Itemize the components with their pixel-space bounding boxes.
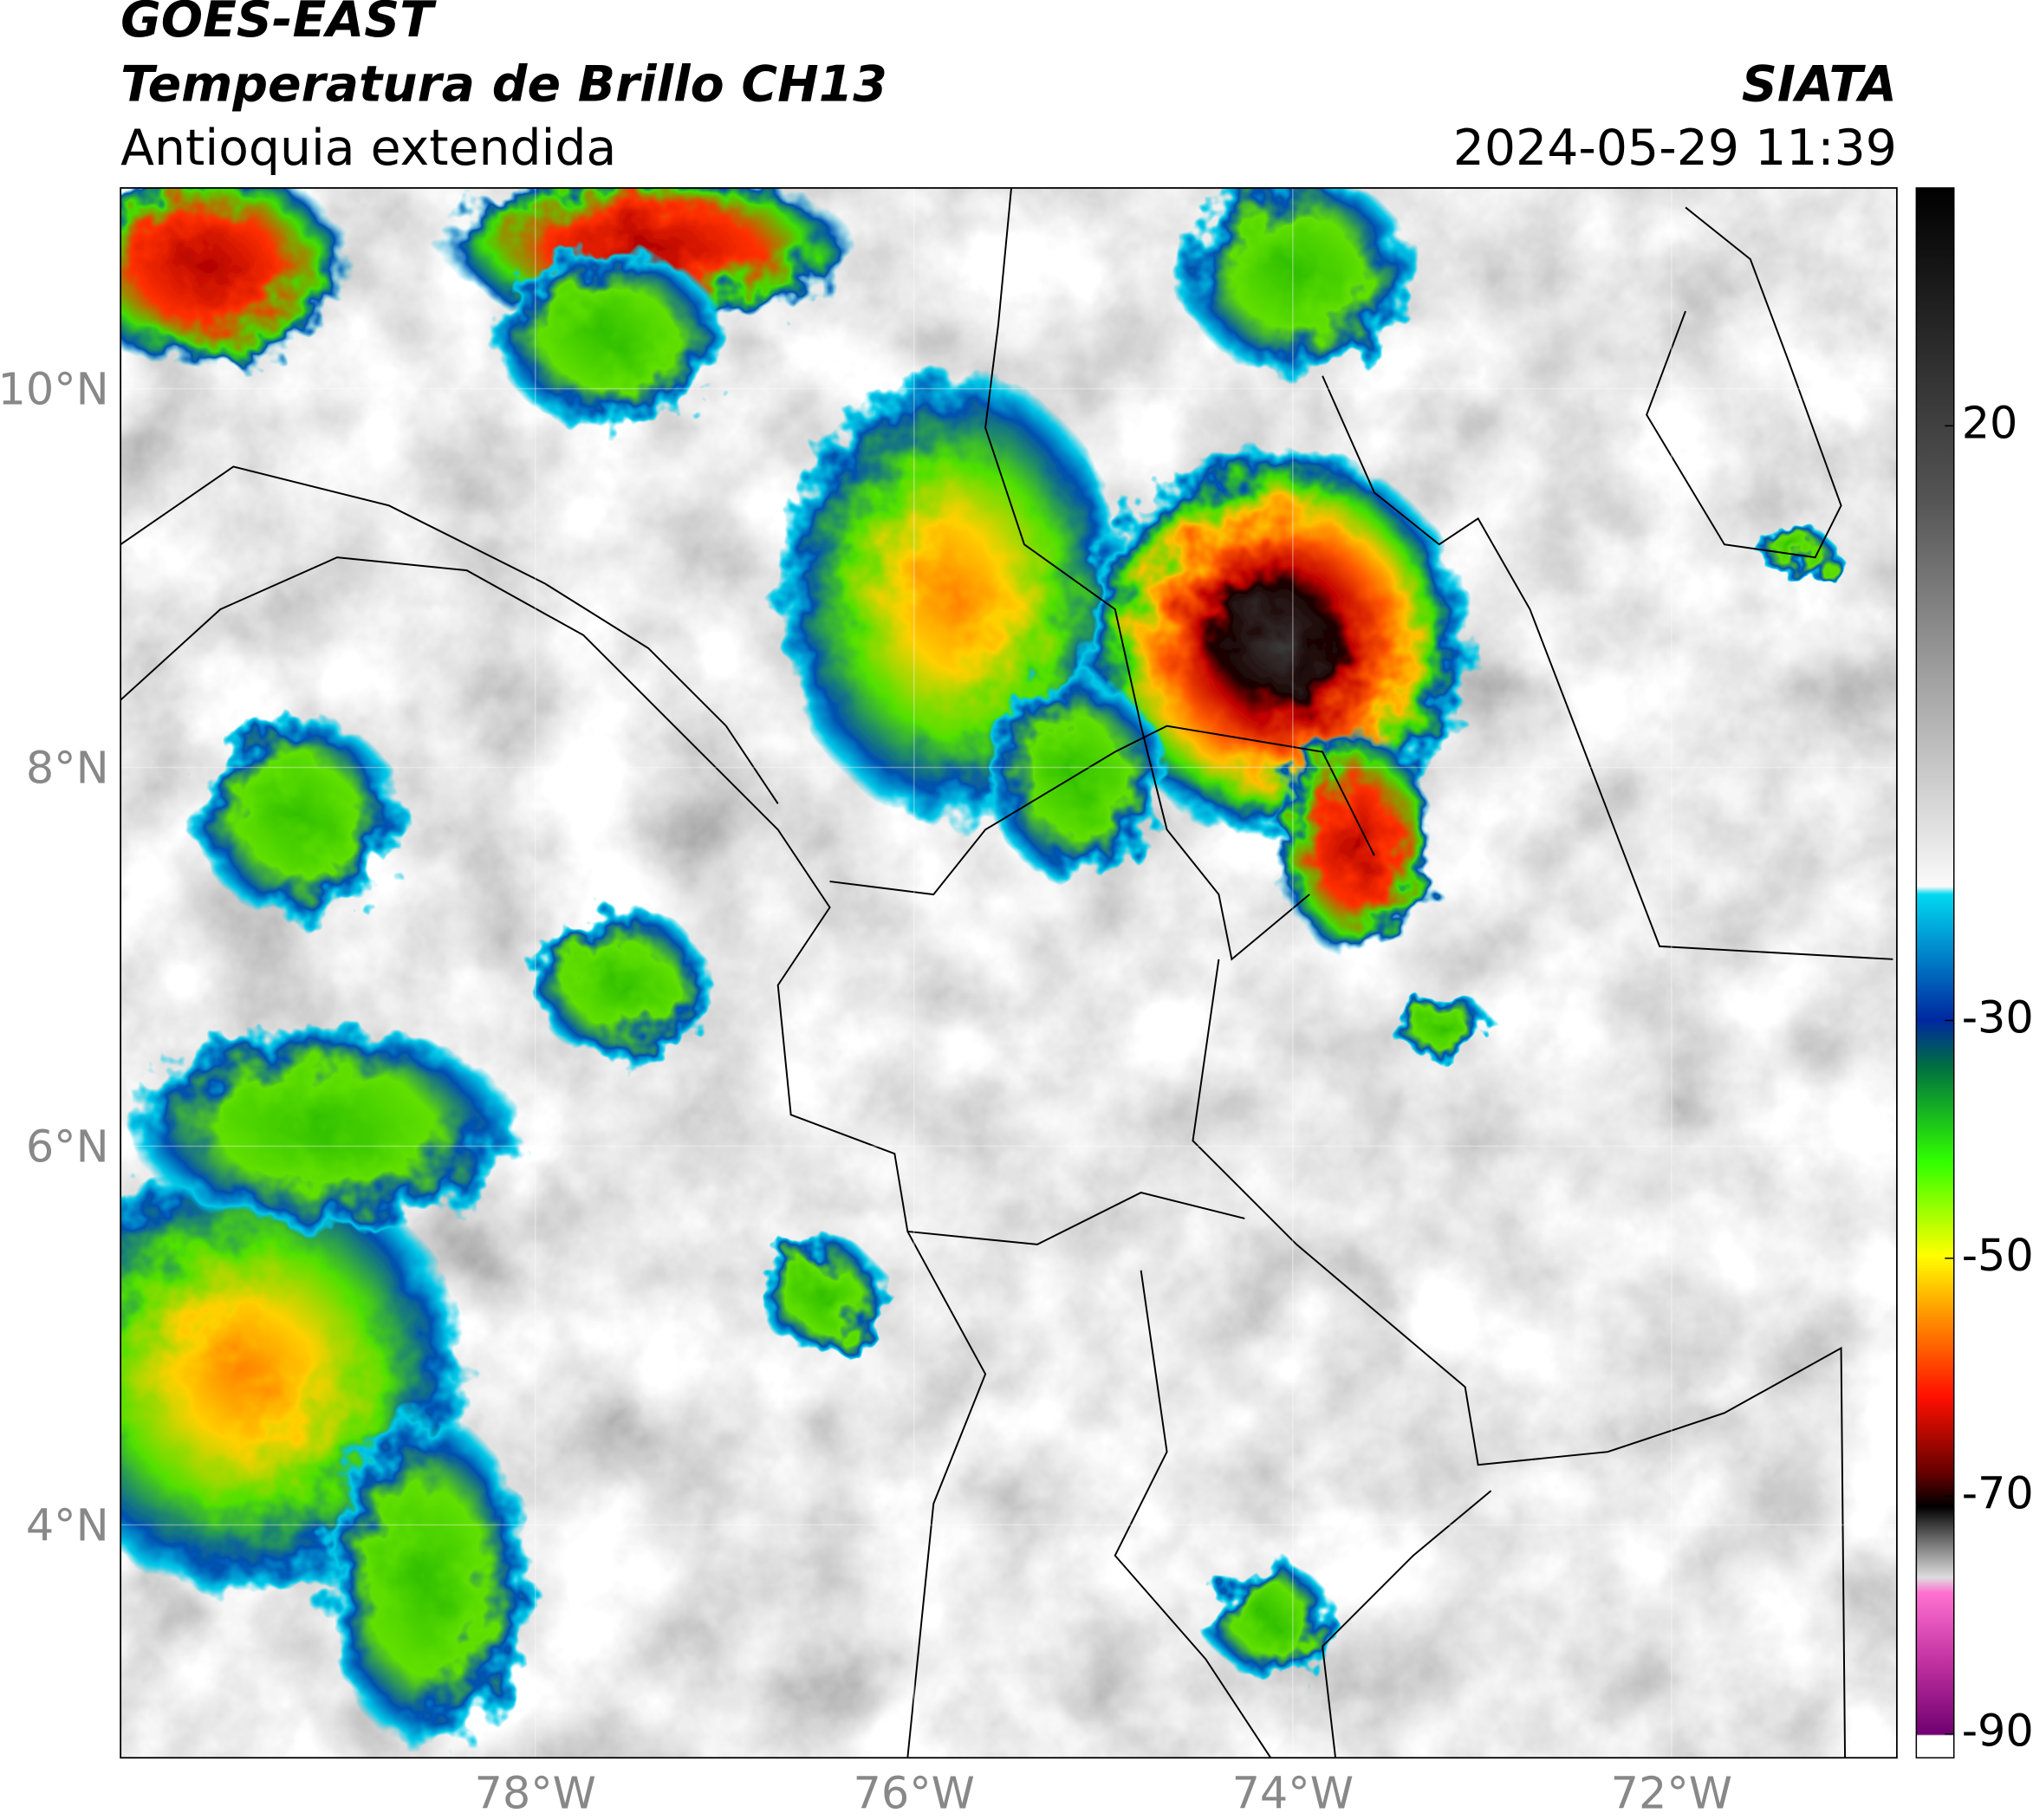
lon-tick-label: 74°W [1232,1768,1354,1819]
lat-tick-label: 8°N [26,742,109,793]
source: SIATA [1742,56,1897,114]
region: Antioquia extendida [120,120,616,177]
lon-tick-label: 72°W [1611,1768,1732,1819]
map-frame [120,186,1898,1759]
subtitle: Temperatura de Brillo CH13 [120,56,887,114]
borders [120,187,1893,1758]
colorbar-tick-label: 20 [1962,397,2018,448]
colorbar-tick-label: -30 [1962,991,2033,1043]
colorbar-tick-label: -70 [1962,1467,2033,1518]
satellite-image [120,187,1897,1758]
cloud-tops [120,187,1835,1751]
lat-tick-label: 10°N [0,363,109,414]
colorbar-tick-label: -90 [1962,1706,2033,1757]
grid [120,187,1897,1758]
lon-tick-label: 76°W [854,1768,975,1819]
lat-tick-label: 4°N [26,1499,109,1550]
lat-tick-label: 6°N [26,1121,109,1172]
title: GOES-EAST [120,0,437,49]
lon-tick-label: 78°W [474,1768,595,1819]
datetime: 2024-05-29 11:39 [1453,120,1897,177]
colorbar-tick-label: -50 [1962,1230,2033,1281]
colorbar [1915,187,1955,1758]
